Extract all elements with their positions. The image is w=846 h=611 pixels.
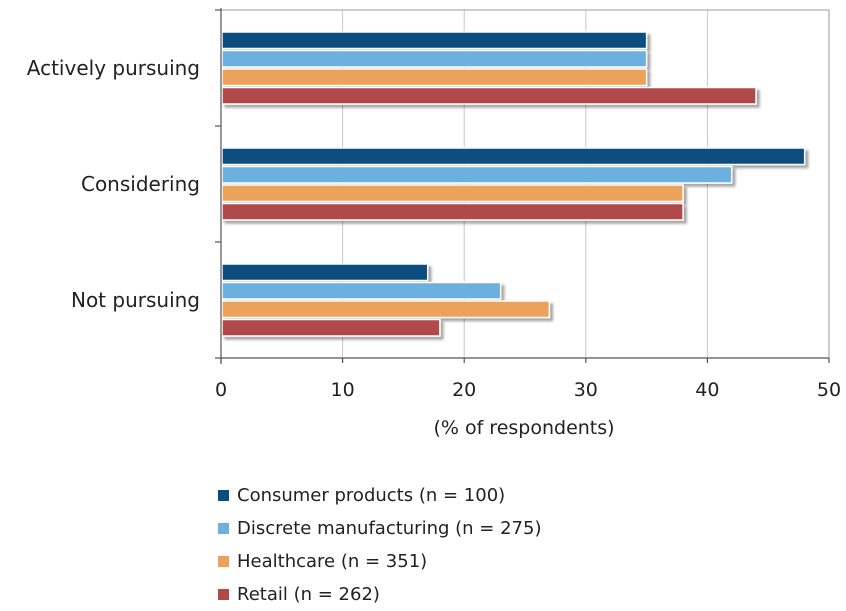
bar <box>221 281 502 300</box>
legend-label: Discrete manufacturing (n = 275) <box>237 518 542 539</box>
legend-item: Retail (n = 262) <box>218 578 541 611</box>
x-tick-label: 30 <box>574 379 598 401</box>
legend-swatch <box>218 523 229 534</box>
legend-item: Consumer products (n = 100) <box>218 479 541 512</box>
bar <box>221 263 429 282</box>
legend-swatch <box>218 556 229 567</box>
legend-label: Healthcare (n = 351) <box>237 551 428 572</box>
legend-label: Consumer products (n = 100) <box>237 485 506 506</box>
bar <box>221 202 684 221</box>
bar <box>221 165 733 184</box>
bar <box>221 318 441 337</box>
legend-item: Discrete manufacturing (n = 275) <box>218 512 541 545</box>
bar <box>221 86 757 105</box>
legend-label: Retail (n = 262) <box>237 584 380 605</box>
y-category-label: Not pursuing <box>71 288 200 312</box>
bar <box>221 147 806 166</box>
legend: Consumer products (n = 100) Discrete manu… <box>218 479 541 611</box>
y-category-label: Actively pursuing <box>27 56 200 80</box>
bar-chart: 0 10 20 30 40 50 Actively pursuing Considering N… <box>27 8 841 439</box>
y-category-label: Considering <box>81 172 200 196</box>
legend-item: Healthcare (n = 351) <box>218 545 541 578</box>
legend-swatch <box>218 589 229 600</box>
x-tick-label: 20 <box>452 379 476 401</box>
x-tick-label: 10 <box>331 379 355 401</box>
x-tick-label: 50 <box>817 379 841 401</box>
axes: 0 10 20 30 40 50 Actively pursuing Considering N… <box>27 8 841 401</box>
x-axis-title: (% of respondents) <box>433 417 614 439</box>
bars <box>221 31 806 337</box>
legend-swatch <box>218 490 229 501</box>
bar <box>221 31 648 50</box>
x-tick-label: 40 <box>695 379 719 401</box>
bar <box>221 184 684 203</box>
bar <box>221 49 648 68</box>
bar <box>221 300 551 319</box>
x-tick-label: 0 <box>215 379 227 401</box>
bar <box>221 68 648 87</box>
